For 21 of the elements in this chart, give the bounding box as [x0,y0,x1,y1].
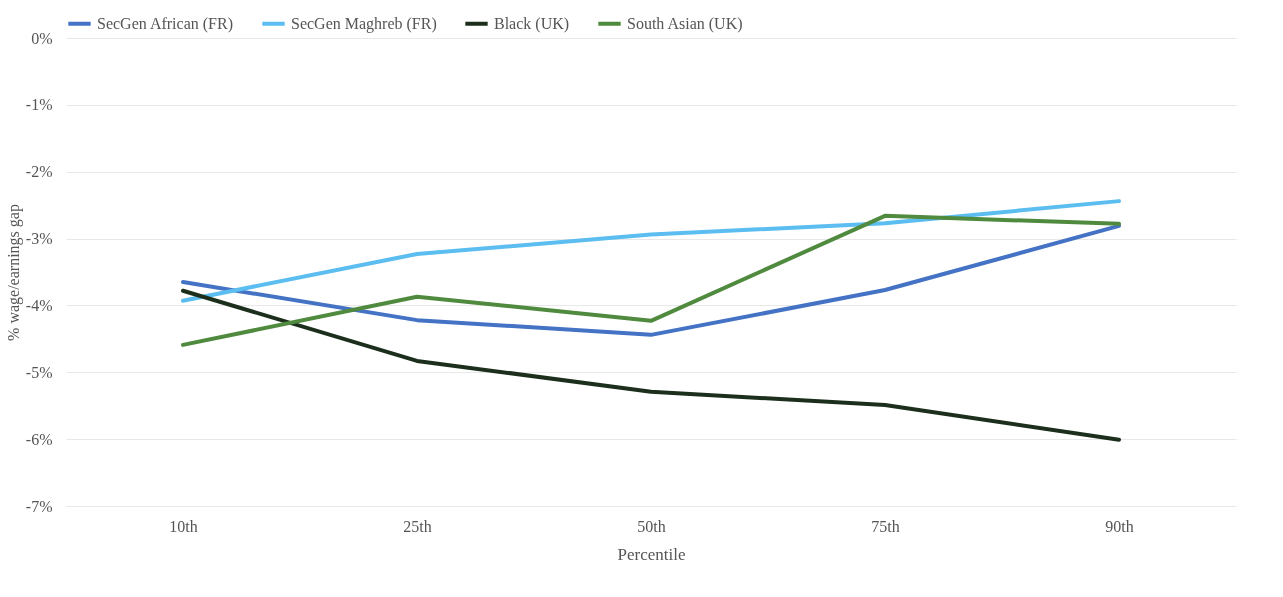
y-tick-label: -7% [25,497,53,515]
x-axis-title: Percentile [617,544,686,564]
y-tick-label: -6% [25,430,53,448]
legend-label: Black (UK) [494,14,570,33]
y-tick-label: -2% [25,163,53,181]
y-tick-label: -1% [25,96,53,114]
x-tick-label: 90th [1105,517,1134,535]
legend-label: South Asian (UK) [627,14,743,33]
y-tick-label: -3% [25,230,53,248]
y-tick-label: -4% [25,296,53,314]
y-tick-label: 0% [31,29,53,47]
line-series [181,288,1121,442]
x-tick-label: 50th [637,517,666,535]
legend-label: SecGen African (FR) [97,14,233,33]
legend-label: SecGen Maghreb (FR) [291,14,437,33]
x-tick-label: 75th [871,517,900,535]
y-axis-title: % wage/earnings gap [4,204,23,341]
line-series [181,199,1121,303]
x-tick-label: 25th [403,517,432,535]
x-tick-label: 10th [169,517,198,535]
y-tick-label: -5% [25,363,53,381]
